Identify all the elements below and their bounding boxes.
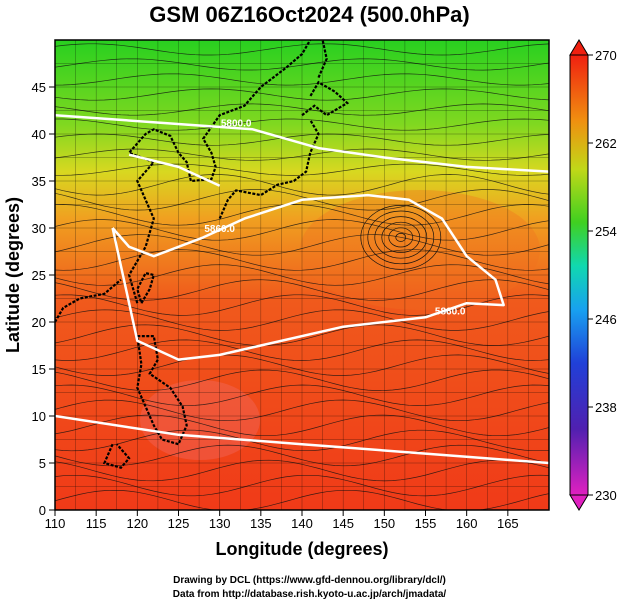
- y-axis-label: Latitude (degrees): [3, 197, 23, 353]
- x-tick-label: 110: [45, 516, 66, 531]
- colorbar: 230 238 246 254 262 270: [569, 39, 617, 511]
- colorbar-tick-label: 270: [595, 48, 617, 63]
- x-tick-label: 145: [332, 516, 354, 531]
- x-tick-label: 120: [126, 516, 148, 531]
- x-tick-label: 125: [168, 516, 190, 531]
- contour-line-0: [55, 414, 549, 465]
- y-tick-label: 15: [32, 362, 46, 377]
- contour-label-2: 5860.0: [435, 306, 466, 317]
- y-tick-label: 10: [32, 409, 46, 424]
- coastlines: [55, 40, 350, 469]
- contour-label-0: 5800.0: [221, 118, 252, 129]
- x-axis-ticks: 110 115 120 125 130 135 140 145 150 155 160 165: [45, 510, 519, 531]
- contour-line-3: [111, 193, 505, 361]
- height-contours: [55, 113, 549, 465]
- contour-line-1: [55, 113, 549, 173]
- colorbar-tick-label: 238: [595, 400, 617, 415]
- y-tick-label: 30: [32, 221, 46, 236]
- colorbar-tick-label: 230: [595, 488, 617, 503]
- credit-line-2: Data from http://database.rish.kyoto-u.a…: [172, 589, 447, 600]
- x-tick-label: 140: [291, 516, 313, 531]
- colorbar-tick-label: 246: [595, 312, 617, 327]
- x-tick-label: 160: [456, 516, 478, 531]
- y-tick-label: 25: [32, 268, 46, 283]
- y-tick-label: 35: [32, 174, 46, 189]
- contour-label-1: 5860.0: [204, 224, 235, 235]
- y-tick-label: 40: [32, 127, 46, 142]
- x-tick-label: 155: [415, 516, 437, 531]
- contour-line-2: [128, 153, 221, 187]
- x-axis-label: Longitude (degrees): [215, 539, 388, 559]
- y-tick-label: 20: [32, 315, 46, 330]
- x-tick-label: 165: [497, 516, 519, 531]
- colorbar-tick-label: 254: [595, 224, 617, 239]
- x-tick-label: 150: [373, 516, 395, 531]
- y-axis-ticks: 0 5 10 15 20 25 30 35 40 45: [32, 80, 55, 518]
- credit-line-1: Drawing by DCL (https://www.gfd-dennou.o…: [173, 575, 446, 586]
- y-tick-label: 45: [32, 80, 46, 95]
- y-tick-label: 5: [39, 456, 46, 471]
- y-tick-label: 0: [39, 503, 46, 518]
- colorbar-tick-label: 262: [595, 136, 617, 151]
- x-tick-label: 135: [250, 516, 272, 531]
- x-tick-label: 115: [86, 516, 107, 531]
- x-tick-label: 130: [209, 516, 231, 531]
- map-title: GSM 06Z16Oct2024 (500.0hPa): [149, 2, 470, 27]
